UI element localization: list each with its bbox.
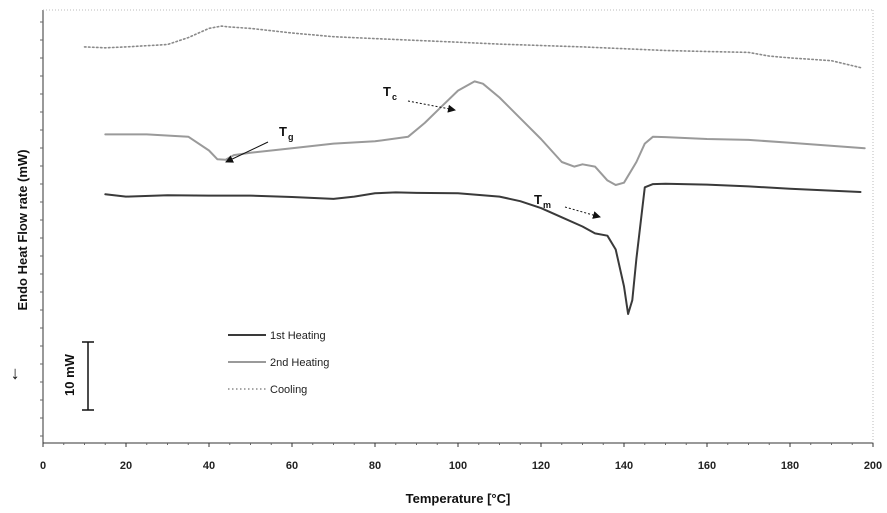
series-layer [85, 26, 865, 314]
x-axis-title: Temperature [°C] [406, 491, 511, 506]
x-tick-label: 140 [615, 460, 633, 472]
endo-direction-arrow: ← [2, 365, 22, 383]
annotation-tm-label: T [534, 192, 542, 207]
x-tick-label: 180 [781, 460, 799, 472]
annotation-tm-subscript: m [543, 200, 551, 210]
annotation-tc-label: T [383, 84, 391, 99]
annotation-tc-subscript: c [392, 92, 397, 102]
annotation-tc-arrow [408, 101, 455, 110]
x-tick-label: 40 [203, 460, 215, 472]
x-tick-label: 20 [120, 460, 132, 472]
x-tick-label: 60 [286, 460, 298, 472]
x-tick-label: 0 [40, 460, 46, 472]
annotation-tm-arrow [565, 207, 600, 217]
x-tick-label: 100 [449, 460, 467, 472]
legend-label: 1st Heating [270, 330, 326, 342]
scale-bar-label: 10 mW [62, 353, 77, 396]
legend: 1st Heating 2nd Heating Cooling [228, 330, 329, 396]
x-tick-label: 80 [369, 460, 381, 472]
annotation-tg-subscript: g [288, 132, 294, 142]
series-line-1st-heating [105, 184, 860, 314]
legend-label: Cooling [270, 384, 307, 396]
legend-label: 2nd Heating [270, 357, 329, 369]
y-axis-title: Endo Heat Flow rate (mW) [15, 149, 30, 310]
x-tick-label: 160 [698, 460, 716, 472]
x-tick-label: 120 [532, 460, 550, 472]
annotation-tg-label: T [279, 124, 287, 139]
axis-layer: 0 20 40 60 80 100 120 140 160 180 200 [12, 10, 882, 472]
series-line-cooling [85, 26, 861, 68]
x-tick-label: 200 [864, 460, 882, 472]
series-line-2nd-heating [105, 81, 864, 185]
